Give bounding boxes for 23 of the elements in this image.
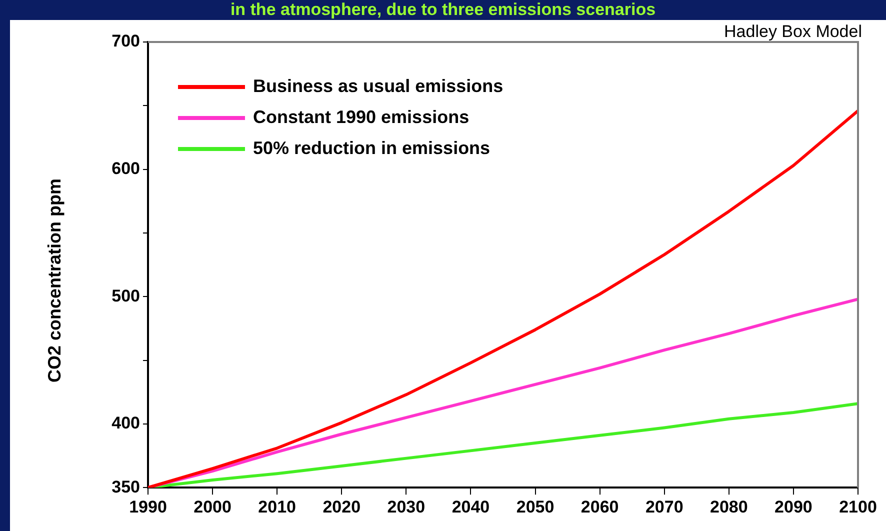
y-tick-label: 400: [112, 414, 140, 433]
x-tick-label: 2050: [516, 497, 554, 516]
y-tick-label: 350: [112, 477, 140, 496]
x-tick-label: 2080: [710, 497, 748, 516]
legend-label: Business as usual emissions: [253, 76, 504, 96]
x-tick-label: 2070: [645, 497, 684, 516]
x-tick-label: 1990: [129, 497, 167, 516]
x-tick-label: 2060: [580, 497, 619, 516]
text: Hadley Box Model: [724, 22, 862, 42]
chart-title: in the atmosphere, due to three emissions scenarios: [229, 0, 657, 20]
y-tick-label: 500: [112, 286, 140, 306]
x-tick-label: 2010: [258, 497, 296, 516]
legend-label: Constant 1990 emissions: [253, 106, 470, 127]
x-tick-label: 2040: [452, 497, 490, 516]
x-tick-label: 2000: [194, 497, 232, 516]
x-tick-label: 2100: [839, 497, 877, 516]
x-tick-label: 2020: [322, 497, 361, 516]
y-axis-title: CO2 concentration ppm: [44, 178, 66, 382]
x-tick-label: 2030: [387, 497, 426, 516]
y-tick-label: 700: [112, 32, 140, 51]
x-tick-label: 2090: [774, 497, 812, 516]
y-tick-label: 600: [112, 159, 140, 178]
legend-label: 50% reduction in emissions: [253, 138, 490, 158]
